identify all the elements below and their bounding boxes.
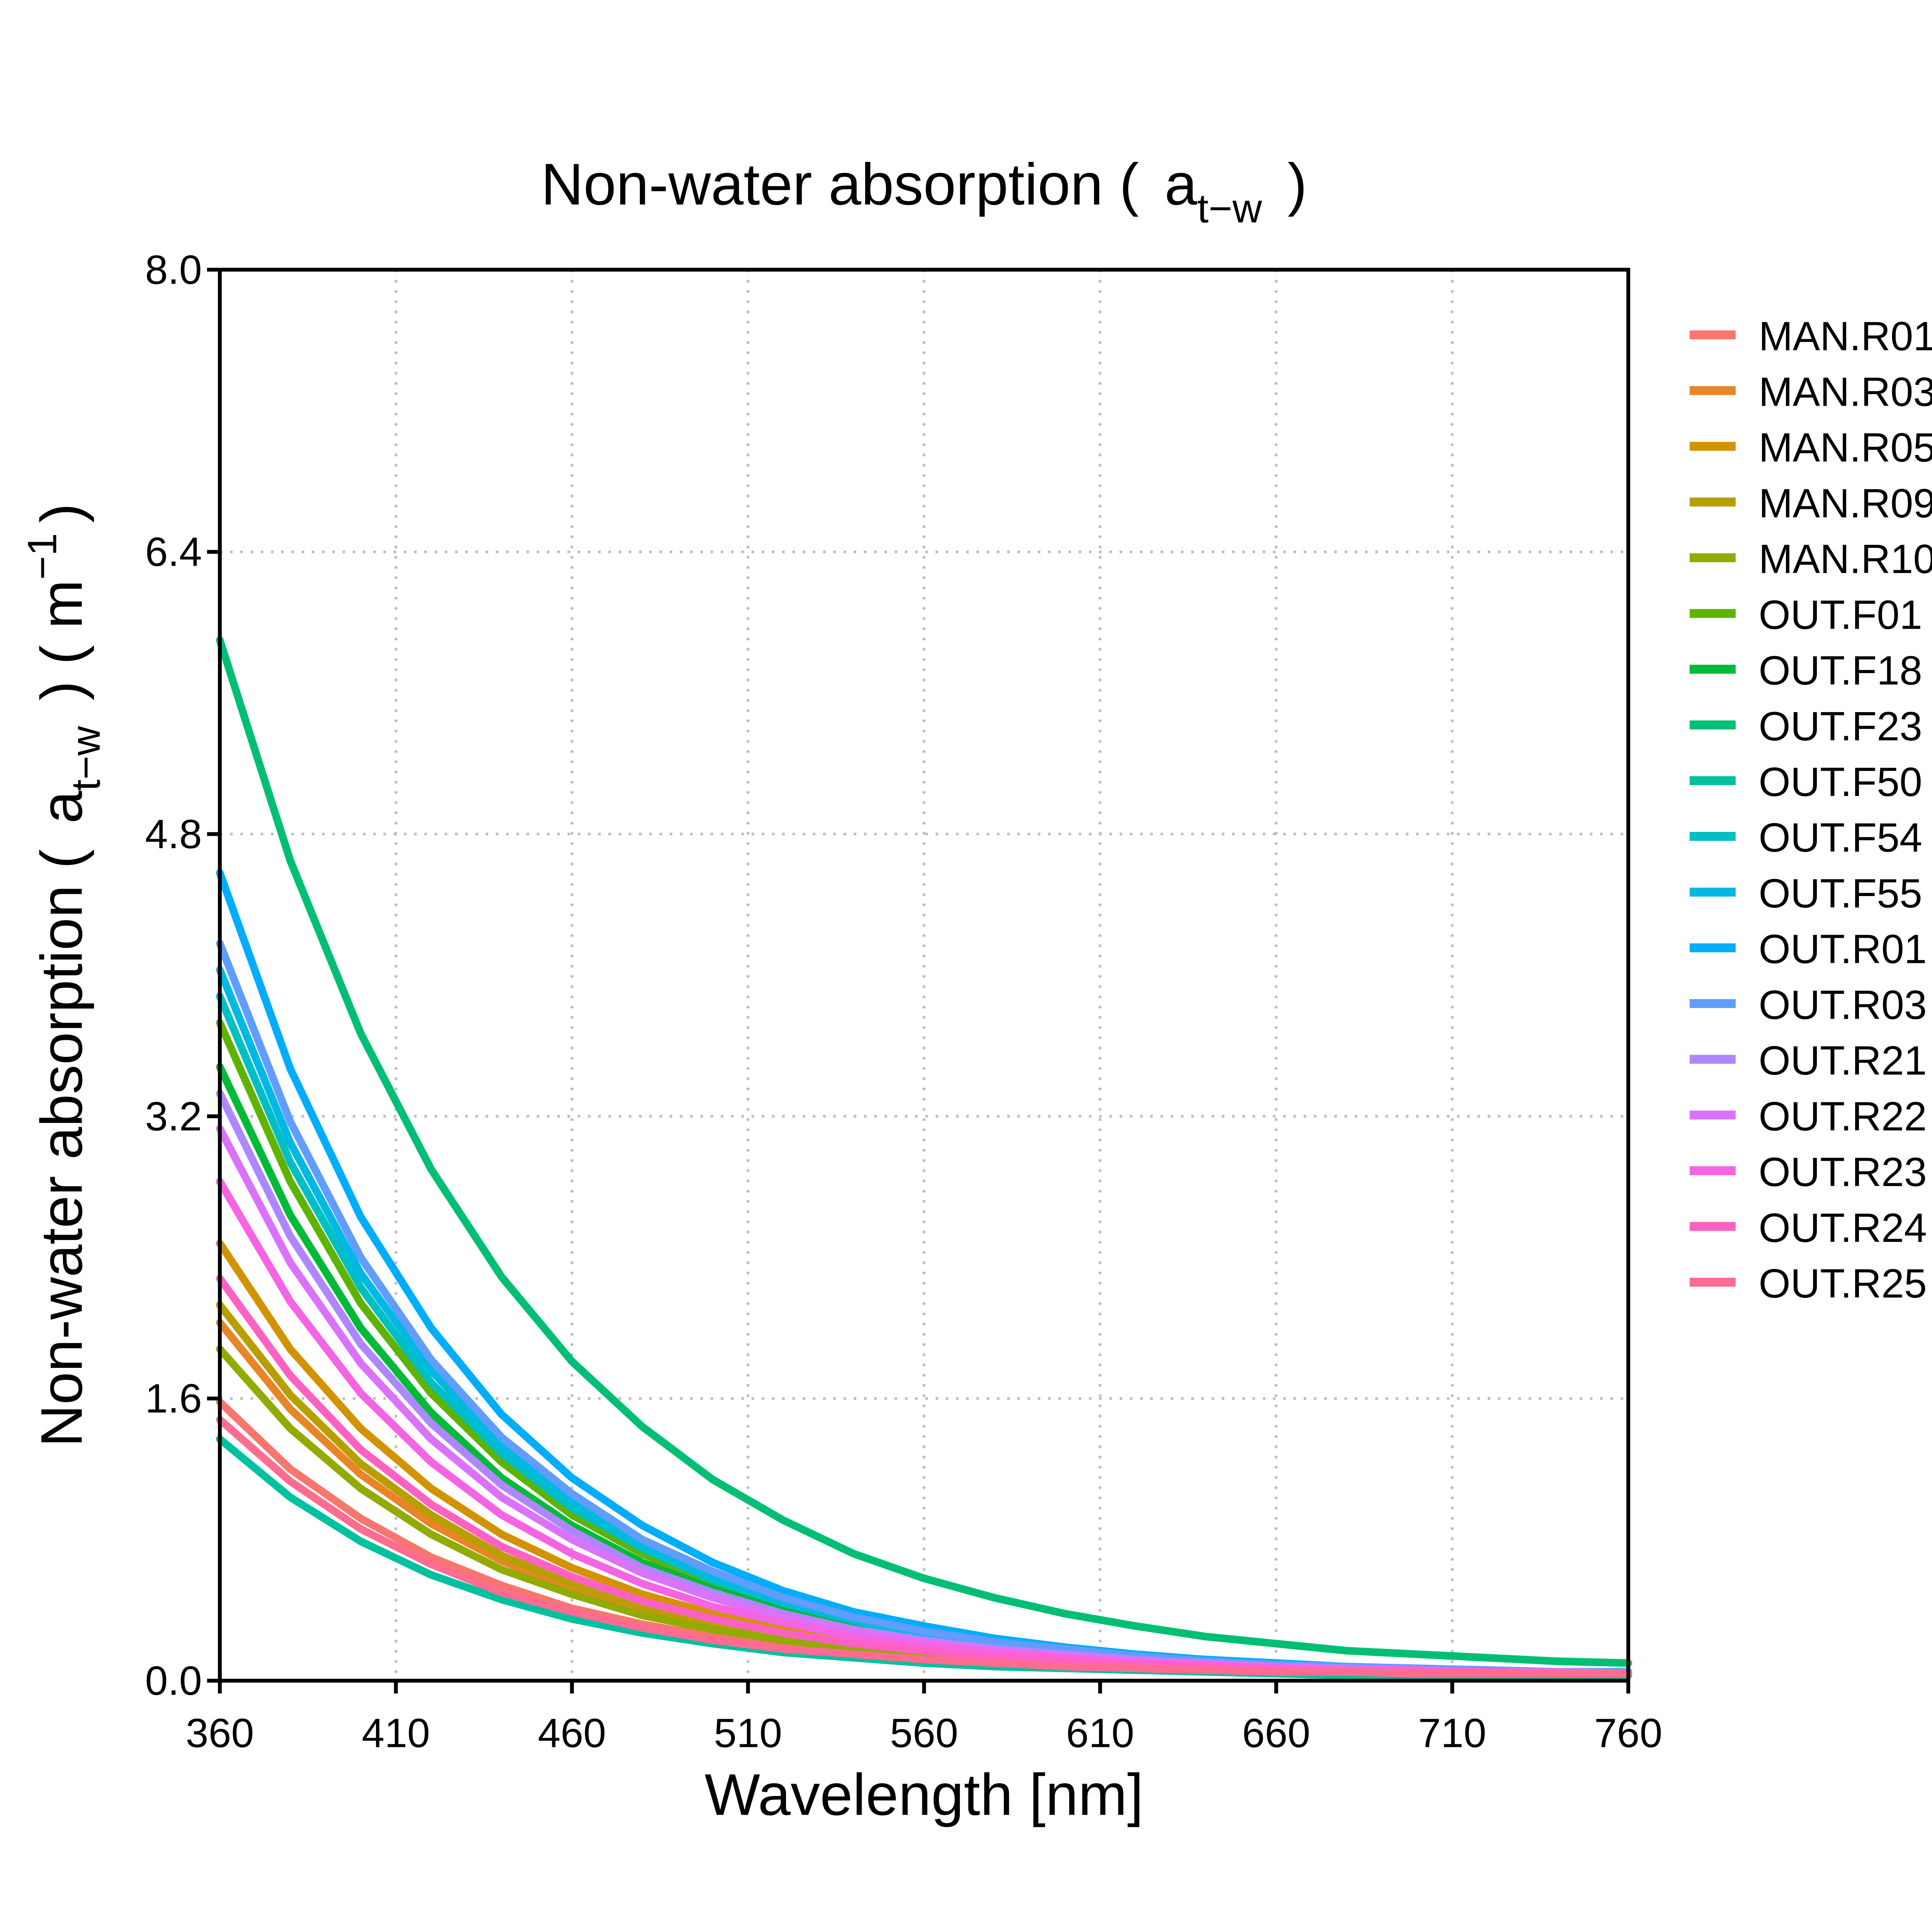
legend-label: MAN.R10 [1759, 536, 1932, 582]
y-label-superscript: −1 [20, 533, 65, 580]
x-tick-label: 360 [186, 1711, 254, 1756]
x-tick-label: 660 [1242, 1711, 1310, 1756]
legend-label: OUT.R22 [1759, 1094, 1927, 1139]
legend-label: MAN.R05 [1759, 425, 1932, 471]
x-tick-label: 560 [890, 1711, 958, 1756]
chart-title: Non-water absorption ( at−w) [541, 151, 1307, 231]
y-label-subscript: t−w [63, 726, 109, 791]
legend-label: OUT.R03 [1759, 982, 1927, 1028]
y-label-symbol: a [29, 791, 95, 823]
legend-label: OUT.R21 [1759, 1038, 1927, 1083]
y-tick-label: 4.8 [145, 811, 202, 857]
y-axis-label: Non-water absorption ( at−w ) ( m−1) [20, 503, 109, 1447]
legend-label: OUT.F55 [1759, 871, 1922, 916]
y-tick-label: 3.2 [145, 1094, 202, 1139]
y-tick-label: 0.0 [145, 1658, 202, 1704]
y-tick-label: 1.6 [145, 1376, 202, 1422]
y-tick-label: 8.0 [145, 247, 202, 293]
plot-area [216, 636, 1632, 1679]
x-axis-label: Wavelength [nm] [704, 1762, 1143, 1828]
y-label-text: Non-water absorption ( [29, 849, 95, 1447]
y-label-close: ) [29, 503, 95, 523]
title-subscript: t−w [1197, 186, 1262, 231]
series-line [216, 1416, 1632, 1678]
series-line [216, 1274, 1632, 1678]
y-label-unit: ) ( m [29, 580, 95, 701]
title-text: Non-water absorption ( [541, 151, 1139, 217]
legend-label: OUT.R24 [1759, 1205, 1927, 1251]
x-tick-label: 410 [362, 1711, 430, 1756]
x-tick-label: 760 [1594, 1711, 1663, 1756]
x-tick-label: 460 [538, 1711, 606, 1756]
legend-label: OUT.R01 [1759, 927, 1927, 972]
legend-label: MAN.R09 [1759, 481, 1932, 526]
y-tick-label: 6.4 [145, 529, 202, 575]
legend-label: OUT.F18 [1759, 648, 1922, 694]
legend-label: MAN.R03 [1759, 369, 1932, 415]
x-tick-label: 610 [1066, 1711, 1134, 1756]
x-tick-label: 510 [714, 1711, 782, 1756]
legend-label: OUT.F54 [1759, 815, 1922, 861]
legend-label: OUT.F50 [1759, 759, 1922, 805]
series-line [216, 636, 1632, 1667]
legend-label: OUT.R23 [1759, 1150, 1927, 1195]
legend-label: OUT.F01 [1759, 592, 1922, 638]
legend-label: OUT.R25 [1759, 1261, 1927, 1306]
axes: 0.0 1.6 3.2 4.8 6.4 8.0 360 410 460 510 560 610 660 7… [145, 247, 1662, 1756]
title-symbol: a [1165, 151, 1197, 217]
x-tick-label: 710 [1418, 1711, 1486, 1756]
title-close: ) [1287, 151, 1307, 217]
plot-frame [218, 267, 1630, 1683]
legend-label: OUT.F23 [1759, 704, 1922, 749]
legend: MAN.R01 MAN.R03 MAN.R05 MAN.R09 MAN.R10 OUT.F… [1689, 313, 1932, 1306]
legend-label: MAN.R01 [1759, 313, 1932, 359]
grid [218, 268, 1630, 1682]
